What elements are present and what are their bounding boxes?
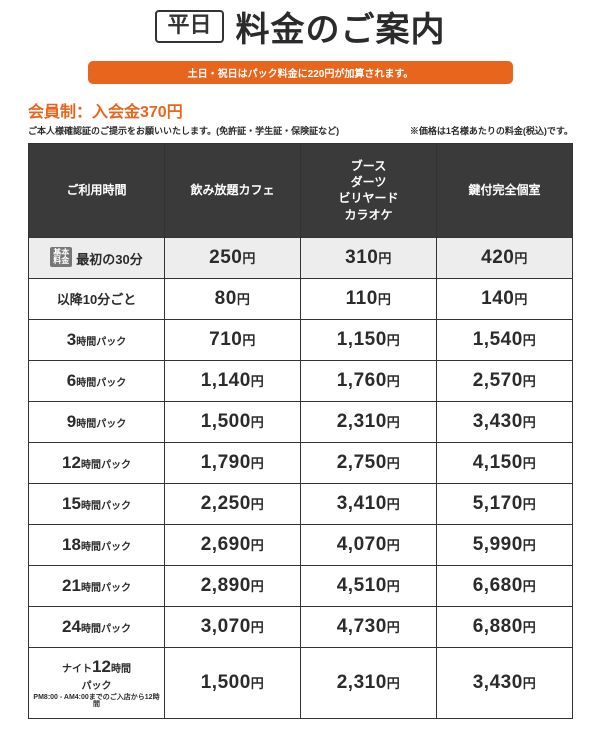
price-cell-booth: 2,310円: [301, 401, 437, 442]
price-cell-booth: 4,510円: [301, 565, 437, 606]
sub-notes-row: ご本人様確認証のご提示をお願いいたします。(免許証・学生証・保険証など) ※価格…: [28, 124, 573, 137]
price-cell-private: 6,680円: [437, 565, 573, 606]
row-label: 以降10分ごと: [29, 278, 165, 319]
table-row: 21時間パック2,890円4,510円6,680円: [29, 565, 573, 606]
price-cell-cafe: 250円: [165, 237, 301, 278]
col-header-private: 鍵付完全個室: [437, 144, 573, 238]
price-cell-private: 4,150円: [437, 442, 573, 483]
row-label: 3時間パック: [29, 319, 165, 360]
table-row: 以降10分ごと80円110円140円: [29, 278, 573, 319]
price-cell-private: 6,880円: [437, 606, 573, 647]
price-cell-booth: 3,410円: [301, 483, 437, 524]
id-verification-note: ご本人様確認証のご提示をお願いいたします。(免許証・学生証・保険証など): [28, 124, 339, 137]
price-cell-private: 3,430円: [437, 401, 573, 442]
price-cell-cafe: 1,790円: [165, 442, 301, 483]
price-cell-private: 3,430円: [437, 647, 573, 718]
row-label: 基本料金最初の30分: [29, 237, 165, 278]
row-label: 24時間パック: [29, 606, 165, 647]
price-cell-booth: 2,310円: [301, 647, 437, 718]
price-cell-cafe: 3,070円: [165, 606, 301, 647]
col-header-time: ご利用時間: [29, 144, 165, 238]
table-row: ナイト12時間パックPM8:00 - AM4:00までのご入店から12時間1,5…: [29, 647, 573, 718]
night-pack-hours-note: PM8:00 - AM4:00までのご入店から12時間: [33, 694, 160, 709]
table-row: 3時間パック710円1,150円1,540円: [29, 319, 573, 360]
basic-rate-badge: 基本料金: [50, 247, 72, 267]
price-cell-booth: 4,070円: [301, 524, 437, 565]
price-cell-booth: 110円: [301, 278, 437, 319]
row-label: ナイト12時間パックPM8:00 - AM4:00までのご入店から12時間: [29, 647, 165, 718]
price-cell-cafe: 2,890円: [165, 565, 301, 606]
table-row: 18時間パック2,690円4,070円5,990円: [29, 524, 573, 565]
price-cell-cafe: 2,690円: [165, 524, 301, 565]
table-row: 基本料金最初の30分250円310円420円: [29, 237, 573, 278]
row-label: 18時間パック: [29, 524, 165, 565]
table-row: 15時間パック2,250円3,410円5,170円: [29, 483, 573, 524]
price-cell-cafe: 80円: [165, 278, 301, 319]
holiday-surcharge-notice: 土日・祝日はパック料金に220円が加算されます。: [88, 61, 513, 84]
price-cell-cafe: 1,500円: [165, 401, 301, 442]
price-cell-private: 420円: [437, 237, 573, 278]
price-cell-booth: 1,760円: [301, 360, 437, 401]
price-cell-private: 140円: [437, 278, 573, 319]
table-row: 12時間パック1,790円2,750円4,150円: [29, 442, 573, 483]
price-cell-private: 2,570円: [437, 360, 573, 401]
row-label: 12時間パック: [29, 442, 165, 483]
price-cell-booth: 1,150円: [301, 319, 437, 360]
price-cell-booth: 4,730円: [301, 606, 437, 647]
price-table: ご利用時間 飲み放題カフェ ブースダーツビリヤードカラオケ 鍵付完全個室 基本料…: [28, 143, 573, 719]
price-cell-cafe: 710円: [165, 319, 301, 360]
row-label: 15時間パック: [29, 483, 165, 524]
price-cell-cafe: 1,500円: [165, 647, 301, 718]
row-label: 6時間パック: [29, 360, 165, 401]
col-header-booth: ブースダーツビリヤードカラオケ: [301, 144, 437, 238]
row-label: 9時間パック: [29, 401, 165, 442]
table-row: 6時間パック1,140円1,760円2,570円: [29, 360, 573, 401]
price-cell-private: 5,170円: [437, 483, 573, 524]
col-header-cafe: 飲み放題カフェ: [165, 144, 301, 238]
tax-included-note: ※価格は1名様あたりの料金(税込)です。: [410, 124, 573, 137]
price-cell-booth: 310円: [301, 237, 437, 278]
price-cell-private: 5,990円: [437, 524, 573, 565]
main-title: 料金のご案内: [236, 2, 446, 51]
row-label: 21時間パック: [29, 565, 165, 606]
price-cell-booth: 2,750円: [301, 442, 437, 483]
price-cell-cafe: 2,250円: [165, 483, 301, 524]
table-row: 24時間パック3,070円4,730円6,880円: [29, 606, 573, 647]
title-row: 平日 料金のご案内: [28, 0, 573, 51]
price-cell-private: 1,540円: [437, 319, 573, 360]
table-row: 9時間パック1,500円2,310円3,430円: [29, 401, 573, 442]
membership-fee: 会員制：入会金370円: [28, 98, 573, 122]
weekday-badge: 平日: [155, 10, 223, 42]
price-cell-cafe: 1,140円: [165, 360, 301, 401]
